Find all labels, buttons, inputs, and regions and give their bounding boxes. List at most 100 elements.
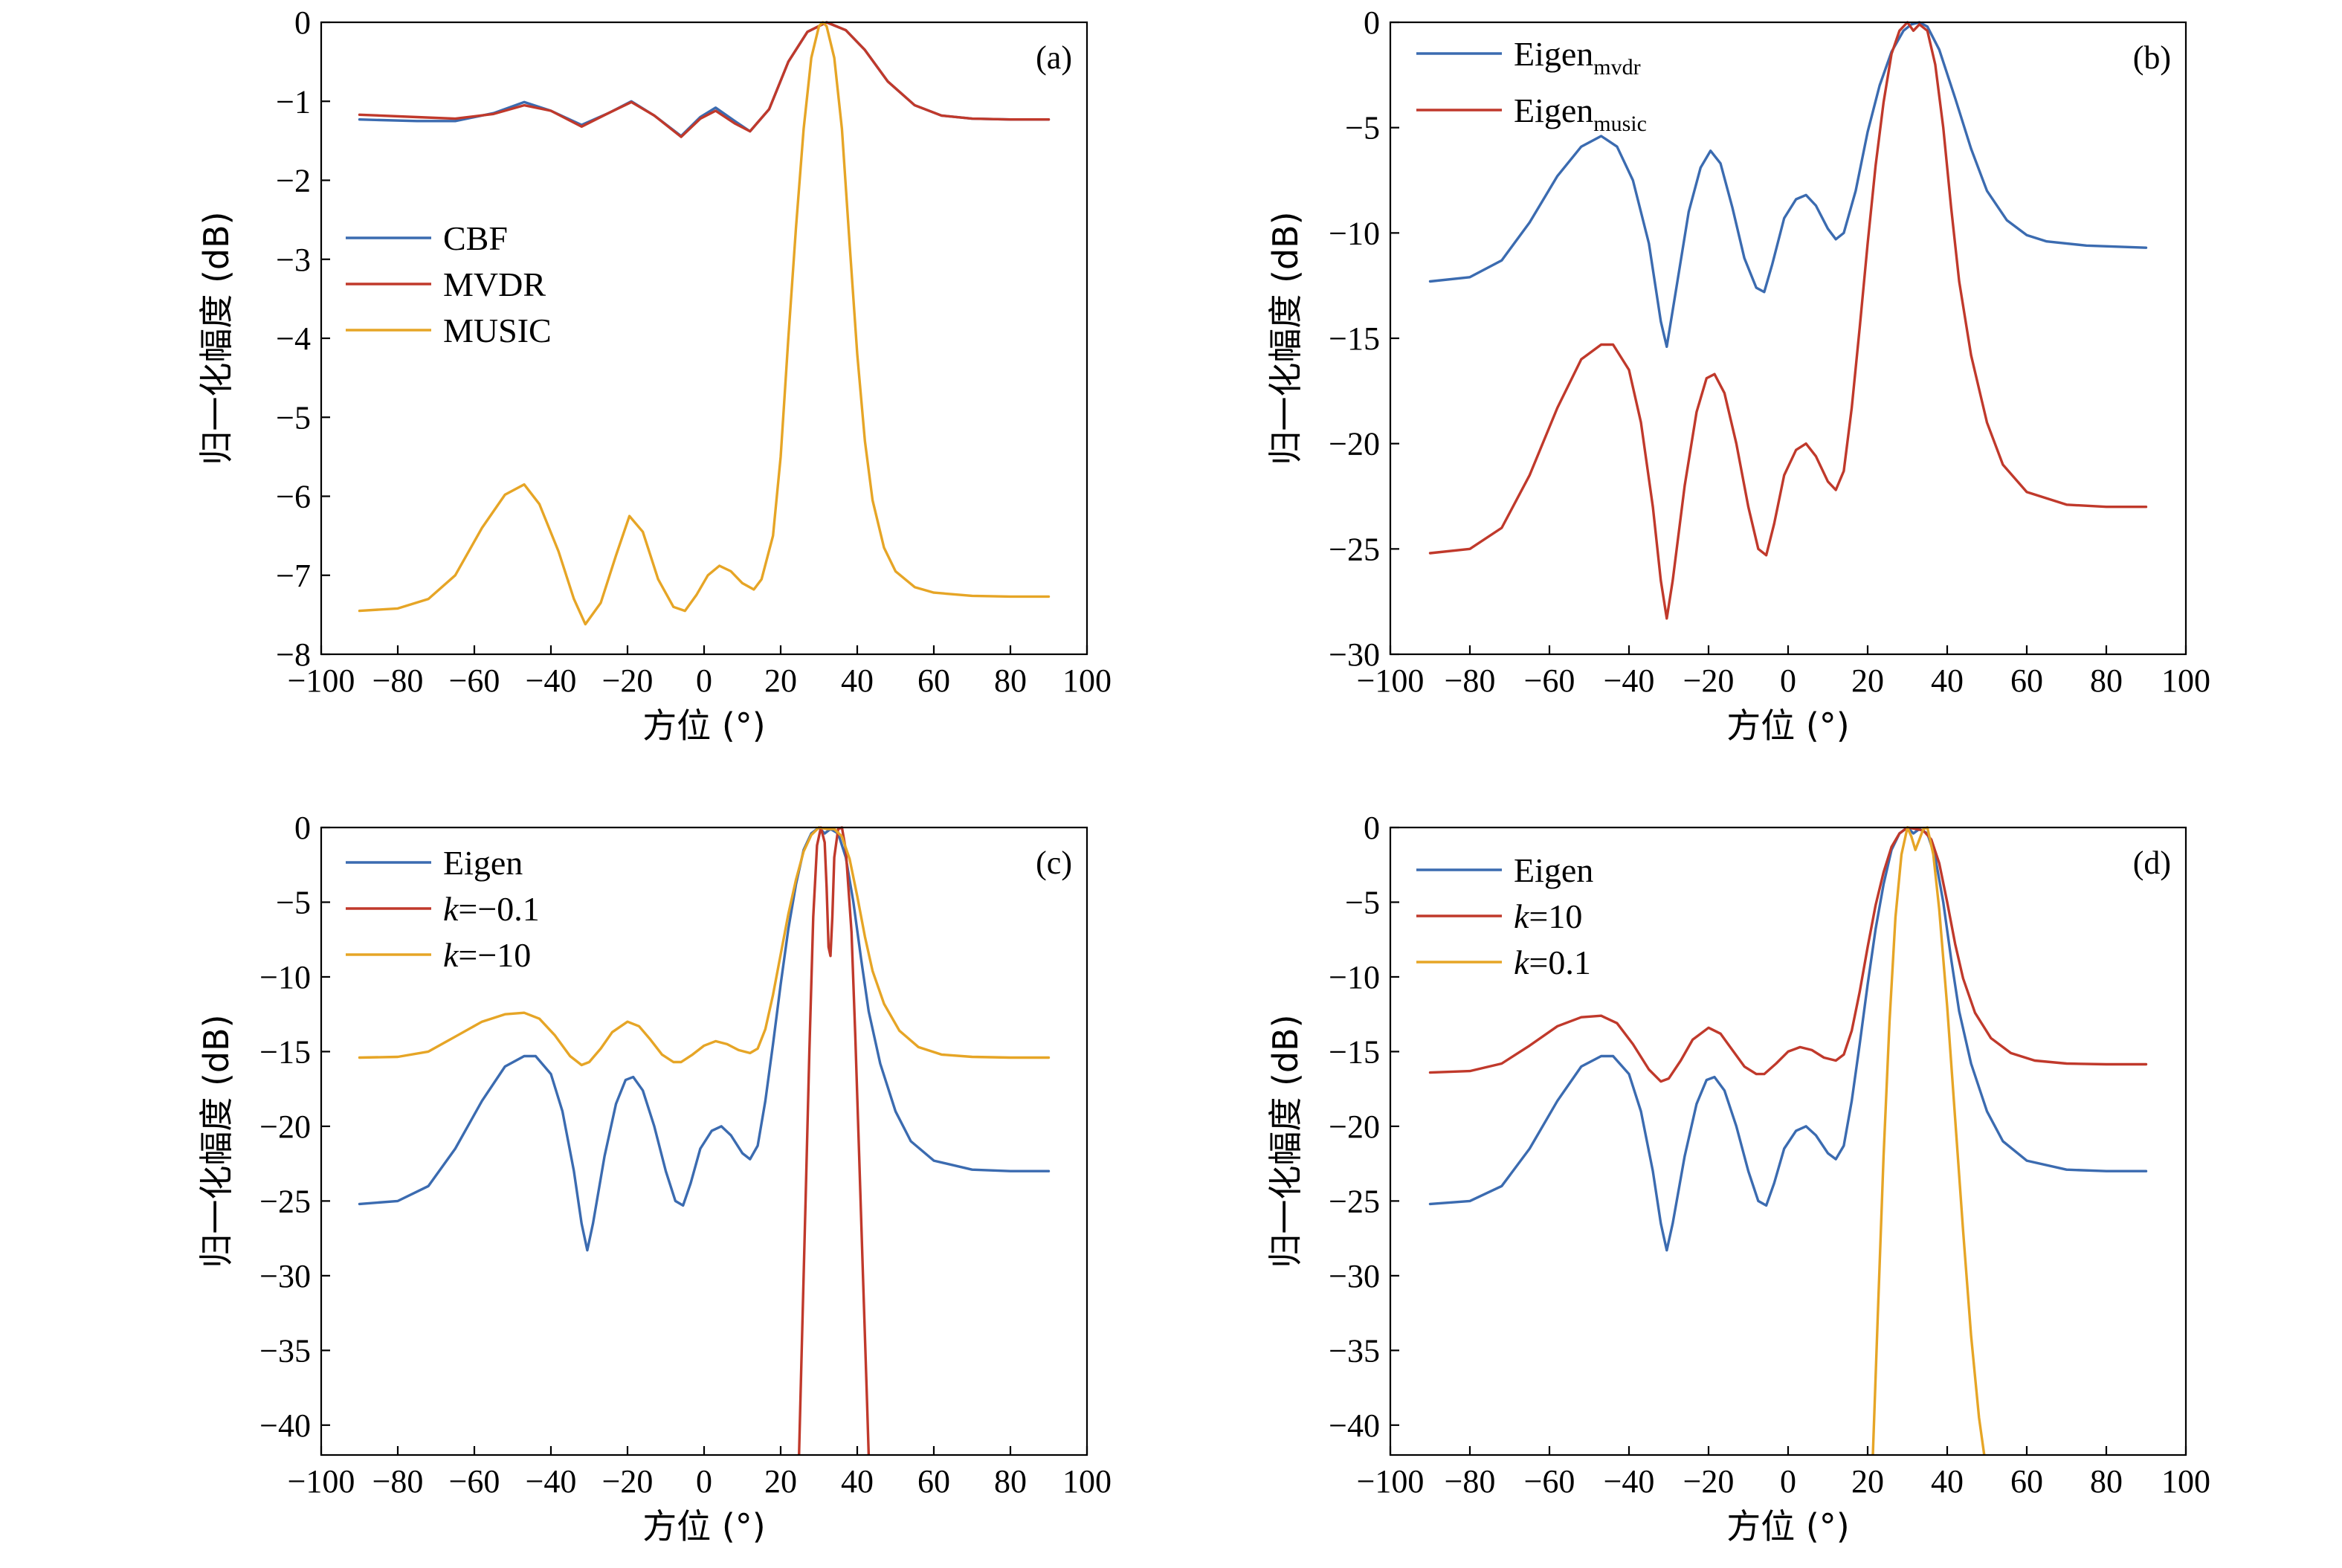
chart-panel-c: −100 −80 −60 −40 −20 0 20 40 60 80 100 0 −5 −10 −15 −20…	[196, 810, 1112, 1546]
x-tick-label: 80	[2090, 662, 2123, 699]
x-tick-label: −80	[372, 1463, 424, 1500]
y-axis-label: 归一化幅度 (dB)	[196, 211, 236, 465]
x-tick-label: −60	[1524, 662, 1575, 699]
series-line-c-3	[358, 826, 1051, 1067]
legend: Eigen k=−0.1 k=−10	[346, 844, 540, 974]
x-tick-label: 40	[841, 662, 874, 699]
legend-label: k=10	[1514, 897, 1582, 935]
y-tick-label: −30	[1329, 1258, 1380, 1294]
y-axis-label: 归一化幅度 (dB)	[1265, 211, 1306, 465]
x-tick-label: 80	[994, 662, 1027, 699]
x-tick-label: 60	[2010, 1463, 2043, 1500]
x-tick-label: −40	[1604, 1463, 1655, 1500]
y-tick-label: −20	[259, 1109, 311, 1145]
x-tick-label: −40	[526, 662, 577, 699]
legend: Eigenmvdr Eigenmusic	[1416, 35, 1647, 136]
series-line-d-2	[1428, 826, 2148, 1083]
x-tick-label: 0	[1780, 1463, 1796, 1500]
x-tick-label: −80	[372, 662, 424, 699]
y-tick-label: −15	[259, 1033, 311, 1070]
legend-label: Eigenmusic	[1514, 91, 1647, 136]
x-tick-label: −100	[288, 1463, 355, 1500]
panel-label: (d)	[2133, 845, 2171, 881]
y-tick-label: −35	[259, 1332, 311, 1369]
x-tick-label: 0	[696, 1463, 712, 1500]
y-tick-label: −30	[1329, 636, 1380, 673]
y-tick-label: −5	[276, 884, 311, 920]
y-tick-label: −40	[1329, 1407, 1380, 1444]
x-tick-label: −60	[1524, 1463, 1575, 1500]
x-tick-label: 40	[1931, 662, 1964, 699]
y-axis-label: 归一化幅度 (dB)	[1265, 1014, 1306, 1268]
x-tick-label: −20	[602, 1463, 654, 1500]
x-axis-label: 方位 (°)	[1726, 1506, 1850, 1546]
y-tick-label: −5	[1345, 110, 1380, 146]
x-tick-label: 20	[764, 1463, 797, 1500]
legend-label: Eigen	[1514, 851, 1593, 889]
x-tick-label: 60	[917, 1463, 950, 1500]
legend-label: k=−10	[443, 936, 531, 974]
x-tick-label: −40	[1604, 662, 1655, 699]
panel-label: (b)	[2133, 39, 2171, 76]
legend: CBF MVDR MUSIC	[346, 219, 552, 349]
chart-panel-a: −100 −80 −60 −40 −20 0 20 40 60 80 100 0 −1 −2 −3 −4 −5 −…	[196, 4, 1112, 746]
x-axis-label: 方位 (°)	[1726, 706, 1850, 746]
x-tick-label: 0	[696, 662, 712, 699]
x-tick-label: 100	[1062, 662, 1112, 699]
x-tick-label: 100	[2161, 662, 2210, 699]
x-tick-label: −100	[288, 662, 355, 699]
legend: Eigen k=10 k=0.1	[1416, 851, 1593, 981]
x-tick-label: −20	[1683, 662, 1735, 699]
y-tick-label: −40	[259, 1407, 311, 1444]
y-tick-label: −10	[1329, 959, 1380, 996]
x-tick-label: −40	[526, 1463, 577, 1500]
y-tick-label: 0	[294, 4, 311, 41]
x-tick-label: −20	[1683, 1463, 1735, 1500]
y-tick-label: −25	[259, 1183, 311, 1219]
x-tick-label: 80	[2090, 1463, 2123, 1500]
x-tick-label: 20	[1851, 662, 1884, 699]
series-line-a-2	[358, 21, 1051, 138]
legend-label: k=0.1	[1514, 943, 1591, 981]
x-tick-label: 40	[841, 1463, 874, 1500]
legend-label: MUSIC	[443, 312, 552, 349]
series-line-b-2	[1428, 21, 2148, 620]
y-tick-label: −2	[276, 163, 311, 199]
x-tick-label: 20	[1851, 1463, 1884, 1500]
y-tick-label: −20	[1329, 1109, 1380, 1145]
x-tick-label: −60	[449, 1463, 500, 1500]
x-tick-label: 100	[1062, 1463, 1112, 1500]
x-tick-label: −100	[1357, 662, 1425, 699]
y-tick-label: −10	[259, 959, 311, 996]
y-tick-label: −20	[1329, 426, 1380, 462]
y-axis-label: 归一化幅度 (dB)	[196, 1014, 236, 1268]
y-tick-label: 0	[1364, 4, 1380, 41]
y-tick-label: −6	[276, 479, 311, 515]
y-tick-label: −25	[1329, 1183, 1380, 1219]
panel-label: (c)	[1036, 845, 1072, 881]
chart-panel-d: −100 −80 −60 −40 −20 0 20 40 60 80 100 0 −5 −10 −15 −20…	[1265, 810, 2210, 1546]
x-tick-label: 100	[2161, 1463, 2210, 1500]
y-tick-label: −10	[1329, 215, 1380, 251]
x-tick-label: 80	[994, 1463, 1027, 1500]
y-tick-label: −7	[276, 558, 311, 594]
y-tick-label: −3	[276, 242, 311, 278]
y-tick-label: −8	[276, 636, 311, 673]
series-line-d-1	[1428, 826, 2148, 1252]
y-tick-label: −25	[1329, 531, 1380, 567]
panel-label: (a)	[1036, 39, 1072, 76]
series-line-b-1	[1428, 21, 2148, 348]
y-tick-label: −15	[1329, 1033, 1380, 1070]
chart-panel-b: −100 −80 −60 −40 −20 0 20 40 60 80 100 0 −5 −10 −15 −20…	[1265, 4, 2210, 746]
plot-frame	[1389, 21, 2187, 656]
y-tick-label: −35	[1329, 1332, 1380, 1369]
x-tick-label: −80	[1445, 662, 1496, 699]
legend-label: CBF	[443, 219, 508, 257]
series-line-d-3	[1871, 826, 1986, 1455]
x-tick-label: −20	[602, 662, 654, 699]
x-tick-label: 40	[1931, 1463, 1964, 1500]
x-tick-label: −100	[1357, 1463, 1425, 1500]
x-tick-label: 60	[2010, 662, 2043, 699]
y-tick-label: 0	[294, 810, 311, 846]
